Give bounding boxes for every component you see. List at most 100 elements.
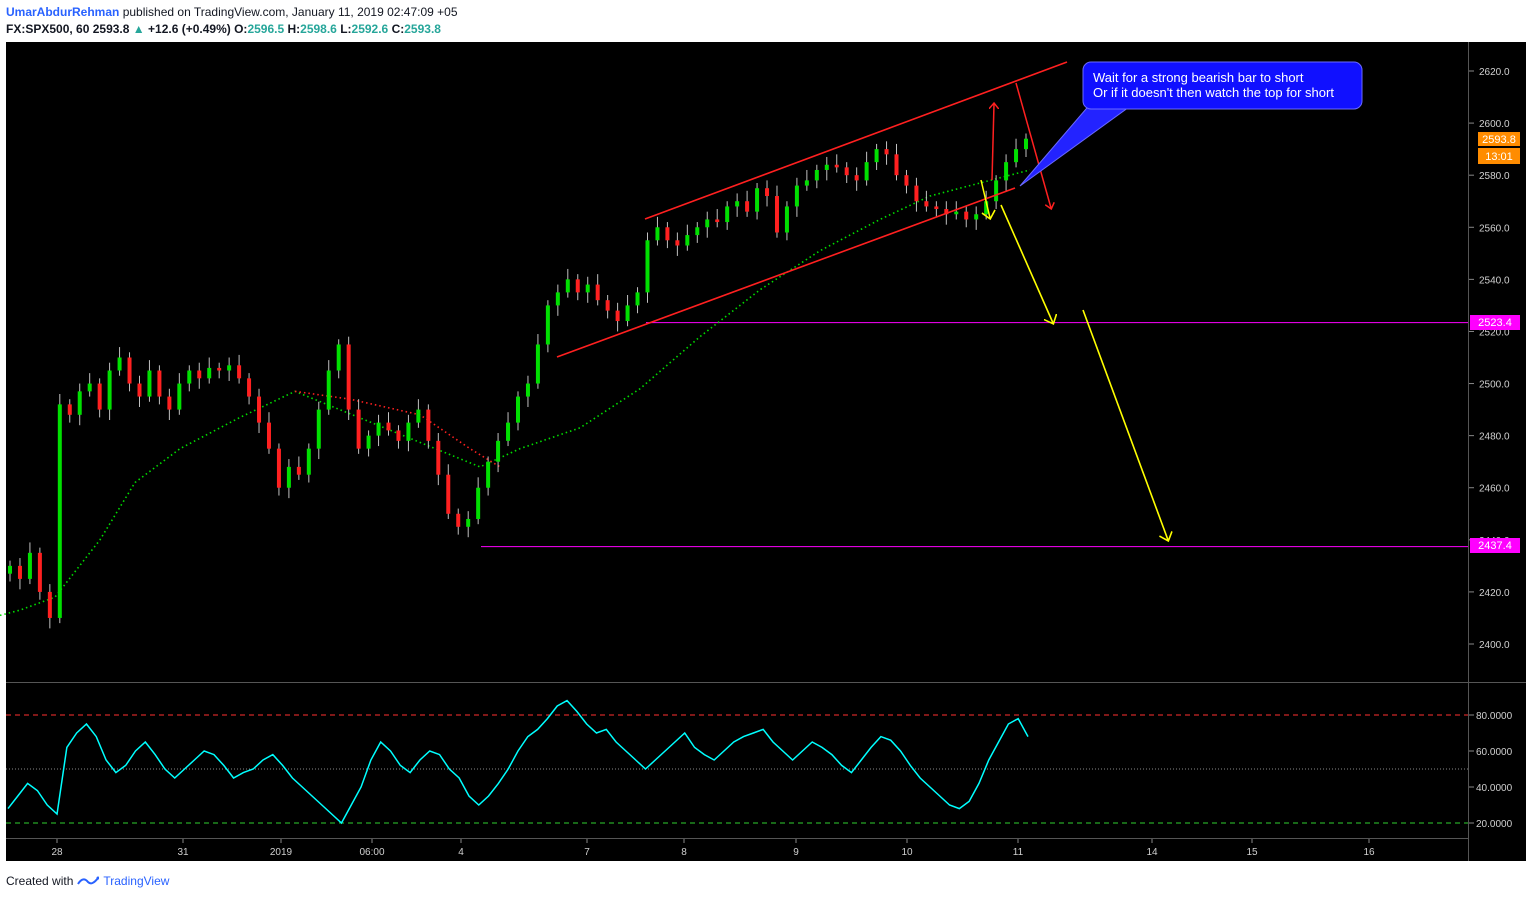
time-tick-label: 15 xyxy=(1246,847,1258,858)
candle-body xyxy=(725,206,730,223)
time-tick-label: 8 xyxy=(681,847,687,858)
last-price-text: 2593.8 xyxy=(1482,134,1516,146)
candle-body xyxy=(695,227,700,236)
close-label: C: xyxy=(391,22,405,36)
candle-body xyxy=(914,185,919,202)
arrow-drawings[interactable] xyxy=(980,82,1168,540)
candle-body xyxy=(97,383,102,410)
candle-body xyxy=(396,430,401,441)
rsi-pane[interactable] xyxy=(6,683,1468,838)
price-pane[interactable] xyxy=(6,42,1468,682)
candle-body xyxy=(605,300,610,311)
candle-body xyxy=(665,227,670,241)
candle-body xyxy=(994,180,999,202)
candle-body xyxy=(47,591,52,618)
time-tick-label: 06:00 xyxy=(359,847,384,858)
price-change: +12.6 (+0.49%) xyxy=(148,22,231,36)
candle-body xyxy=(824,164,829,170)
red-top-arrow xyxy=(1015,82,1051,208)
candle-body xyxy=(326,370,331,410)
candle-body xyxy=(366,435,371,449)
candle-body xyxy=(984,201,989,215)
channel-drawing[interactable] xyxy=(556,61,1068,358)
footer-brand[interactable]: TradingView xyxy=(103,874,170,888)
candle-body xyxy=(516,396,520,423)
candle-body xyxy=(416,409,421,423)
channel-lower-line xyxy=(556,187,1016,358)
candle-body xyxy=(525,383,530,397)
countdown-label: 13:01 xyxy=(1478,148,1520,164)
candle-body xyxy=(755,188,760,212)
candle-body xyxy=(257,396,262,423)
level2-text: 2437.4 xyxy=(1478,540,1512,552)
candle-body xyxy=(346,344,351,410)
publish-line: UmarAbdurRehman published on TradingView… xyxy=(6,5,458,19)
candle-body xyxy=(456,513,461,527)
time-axis[interactable] xyxy=(6,839,1468,861)
rsi-tick-label: 20.0000 xyxy=(1476,819,1513,830)
level1-label: 2523.4 xyxy=(1470,315,1520,330)
candle-body xyxy=(67,404,72,415)
price-tick-label: 2620.0 xyxy=(1479,67,1510,78)
author-link[interactable]: UmarAbdurRehman xyxy=(6,5,120,19)
candle-body xyxy=(336,344,341,371)
last-price-label: 2593.8 xyxy=(1478,132,1520,146)
candle-body xyxy=(565,279,570,293)
rsi-tick-label: 80.0000 xyxy=(1476,711,1513,722)
candle-body xyxy=(1014,149,1019,163)
candle-body xyxy=(37,552,42,592)
candle-body xyxy=(535,344,540,384)
candle-body xyxy=(117,357,122,371)
rsi-tick-label: 60.0000 xyxy=(1476,747,1513,758)
candle-body xyxy=(655,227,660,241)
time-axis-labels: 28 31 2019 06:00 4 7 8 9 10 11 14 15 16 xyxy=(51,839,1375,858)
symbol-label: FX:SPX500, 60 xyxy=(6,22,90,36)
candle-body xyxy=(486,461,491,488)
rsi-line xyxy=(7,699,1029,825)
candle-body xyxy=(286,466,291,488)
candle-body xyxy=(595,284,600,301)
candle-body xyxy=(874,149,879,163)
footer: Created with TradingView xyxy=(6,874,169,888)
price-axis-ticks: 2620.0 2600.0 2580.0 2560.0 2540.0 2520.0 2500… xyxy=(1469,67,1510,651)
price-axis[interactable] xyxy=(1469,42,1526,861)
price-tick-label: 2560.0 xyxy=(1479,223,1510,234)
candle-body xyxy=(476,487,481,519)
candle-body xyxy=(814,169,819,181)
candle-body xyxy=(745,201,750,212)
open-value: 2596.5 xyxy=(247,22,285,36)
candle-body xyxy=(506,422,511,441)
time-tick-label: 31 xyxy=(177,847,189,858)
high-label: H: xyxy=(287,22,301,36)
footer-created: Created with xyxy=(6,874,74,888)
red-up-arrow xyxy=(992,104,994,181)
candle-body xyxy=(645,240,650,293)
candle-body xyxy=(157,370,162,397)
annotation-callout[interactable]: Wait for a strong bearish bar to short O… xyxy=(1019,61,1363,187)
level2-label: 2437.4 xyxy=(1470,538,1520,553)
yellow-arrow-2 xyxy=(1082,309,1168,540)
candle-body xyxy=(247,378,252,397)
candle-body xyxy=(705,219,710,228)
candles xyxy=(8,133,1028,629)
up-arrow-icon: ▲ xyxy=(132,22,145,36)
annotation-line-1: Wait for a strong bearish bar to short xyxy=(1093,70,1304,85)
tradingview-logo-icon xyxy=(77,876,100,885)
last-price: 2593.8 xyxy=(92,22,130,36)
time-tick-label: 10 xyxy=(901,847,913,858)
candle-body xyxy=(77,391,82,415)
price-tick-label: 2600.0 xyxy=(1479,119,1510,130)
candle-body xyxy=(217,367,222,371)
chart-canvas[interactable]: 2620.0 2600.0 2580.0 2560.0 2540.0 2520.0 2500… xyxy=(0,40,1532,864)
candle-body xyxy=(17,565,22,579)
candle-body xyxy=(685,235,690,246)
candle-body xyxy=(107,370,112,410)
price-tick-label: 2480.0 xyxy=(1479,432,1510,443)
high-value: 2598.6 xyxy=(300,22,337,36)
candle-body xyxy=(426,409,431,441)
candle-body xyxy=(57,404,62,618)
price-tick-label: 2460.0 xyxy=(1479,484,1510,495)
candle-body xyxy=(266,422,271,449)
candle-body xyxy=(296,466,301,475)
rsi-polyline xyxy=(7,699,1029,825)
